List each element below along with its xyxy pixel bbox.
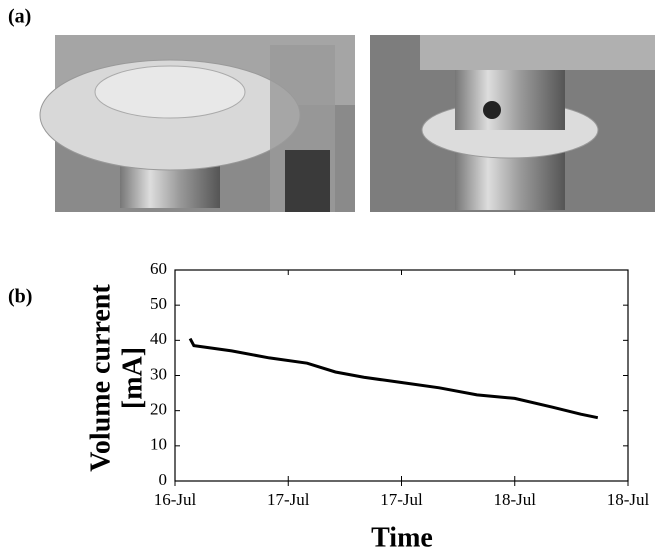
y-axis-title: Volume current [mA] [85, 284, 148, 472]
x-tick-label: 16-Jul [154, 490, 197, 509]
x-tick-label: 18-Jul [494, 490, 537, 509]
y-axis-title: Volume current [85, 284, 116, 472]
y-tick-label: 20 [150, 400, 167, 419]
y-tick-label: 50 [150, 294, 167, 313]
y-tick-label: 10 [150, 435, 167, 454]
x-axis-title: Time [371, 522, 433, 553]
y-tick-label: 60 [150, 259, 167, 278]
x-tick-label: 17-Jul [380, 490, 423, 509]
data-line [188, 337, 599, 420]
x-tick-label: 18-Jul [607, 490, 650, 509]
photo-left [39, 35, 355, 212]
y-axis-title: [mA] [117, 347, 148, 409]
panel-label: (a) [8, 6, 31, 28]
plot-frame [174, 269, 629, 482]
y-tick-label: 0 [159, 470, 168, 489]
y-tick-label: 30 [150, 364, 167, 383]
x-tick-label: 17-Jul [267, 490, 310, 509]
photo-right [370, 35, 655, 212]
panel-label: (b) [8, 286, 32, 308]
y-tick-label: 40 [150, 329, 167, 348]
